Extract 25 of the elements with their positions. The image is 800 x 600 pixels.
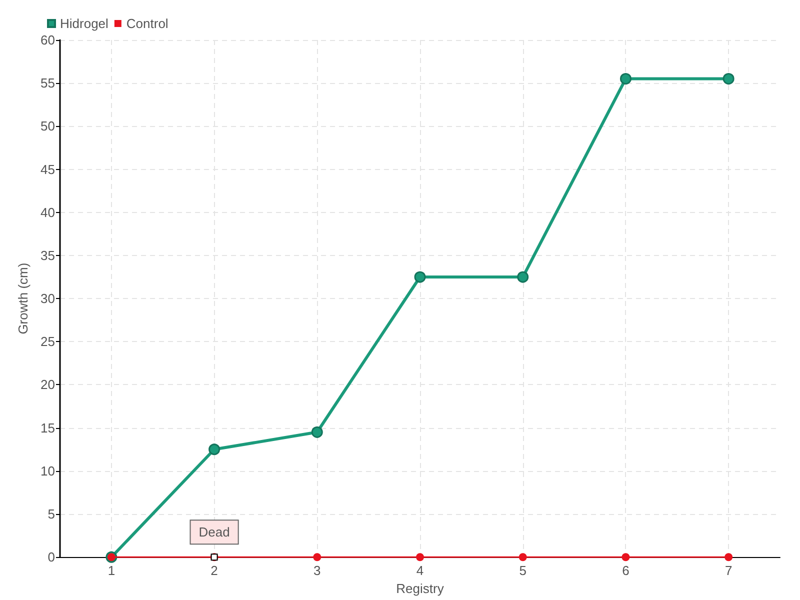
x-axis-title: Registry	[396, 581, 444, 596]
y-tick-label: 5	[48, 506, 55, 522]
y-tick-label: 35	[40, 248, 55, 263]
y-tick-label: 20	[40, 377, 55, 392]
y-tick-label: 30	[40, 291, 55, 306]
y-tick-label: 45	[40, 162, 55, 177]
y-tick-label: 10	[40, 463, 55, 478]
y-tick-label: 50	[40, 118, 55, 134]
annotation: Dead	[198, 524, 230, 540]
x-tick-label: 2	[210, 563, 218, 578]
y-tick-label: 0	[48, 550, 55, 565]
y-axis-title: Growth (cm)	[16, 262, 31, 334]
y-tick-label: 25	[40, 334, 55, 350]
legend-label: Hidrogel	[60, 16, 109, 31]
y-tick-label: 60	[40, 32, 55, 48]
x-tick-label: 3	[314, 563, 321, 578]
y-tick-label: 15	[40, 420, 55, 436]
x-tick-label: 7	[724, 563, 732, 578]
legend-label: Control	[126, 16, 168, 31]
x-tick-label: 6	[622, 563, 630, 578]
y-tick-label: 40	[40, 204, 55, 220]
x-tick-label: 1	[108, 563, 116, 578]
y-tick-label: 55	[40, 76, 55, 91]
x-tick-label: 4	[416, 563, 424, 578]
x-tick-label: 5	[519, 563, 526, 578]
